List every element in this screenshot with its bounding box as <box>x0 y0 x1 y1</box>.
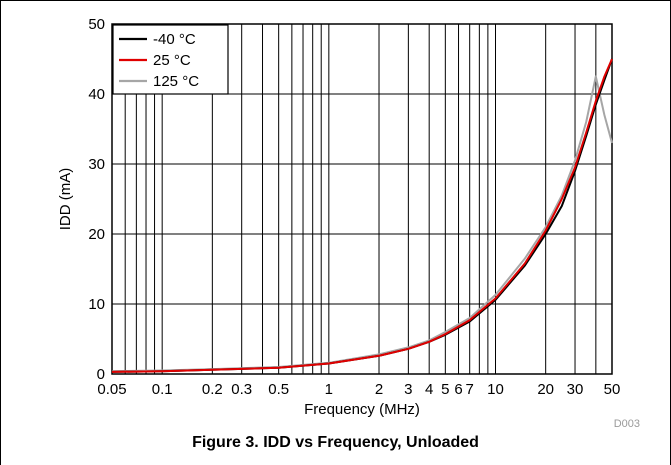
x-tick-label: 7 <box>466 381 474 398</box>
series-lines <box>111 58 613 373</box>
figure-code: D003 <box>614 418 640 430</box>
y-tick-label: 0 <box>97 366 105 383</box>
legend-entry: -40 °C <box>153 31 196 48</box>
figure-caption: Figure 3. IDD vs Frequency, Unloaded <box>192 434 479 451</box>
series-line-2 <box>111 75 613 373</box>
x-tick-label: 20 <box>537 381 554 398</box>
legend-entry: 125 °C <box>153 73 199 90</box>
x-tick-label: 4 <box>425 381 433 398</box>
x-tick-label: 1 <box>325 381 333 398</box>
legend-entry: 25 °C <box>153 52 191 69</box>
y-axis-label: IDD (mA) <box>57 168 74 231</box>
x-tick-label: 0.05 <box>97 381 126 398</box>
x-tick-label: 50 <box>604 381 621 398</box>
x-axis-label: Frequency (MHz) <box>304 401 420 418</box>
x-tick-label: 10 <box>487 381 504 398</box>
tick-labels: 0.05 0.1 0.2 0.3 0.5 1 2 3 4 5 6 7 10 20 30 50 0 10 20 30 40… <box>88 16 620 398</box>
x-tick-label: 0.1 <box>152 381 173 398</box>
x-tick-label: 3 <box>404 381 412 398</box>
series-line-1 <box>111 58 613 373</box>
y-tick-label: 40 <box>88 86 105 103</box>
x-tick-label: 5 <box>441 381 449 398</box>
y-tick-label: 20 <box>88 226 105 243</box>
legend: -40 °C 25 °C 125 °C <box>112 24 229 95</box>
x-tick-label: 30 <box>567 381 584 398</box>
y-tick-label: 30 <box>88 156 105 173</box>
plot-area <box>111 23 613 375</box>
x-tick-label: 0.2 <box>202 381 223 398</box>
x-tick-label: 0.5 <box>268 381 289 398</box>
series-line-0 <box>111 58 613 373</box>
x-tick-label: 2 <box>375 381 383 398</box>
y-tick-label: 50 <box>88 16 105 33</box>
y-tick-label: 10 <box>88 296 105 313</box>
x-tick-label: 6 <box>454 381 462 398</box>
x-tick-label: 0.3 <box>231 381 252 398</box>
